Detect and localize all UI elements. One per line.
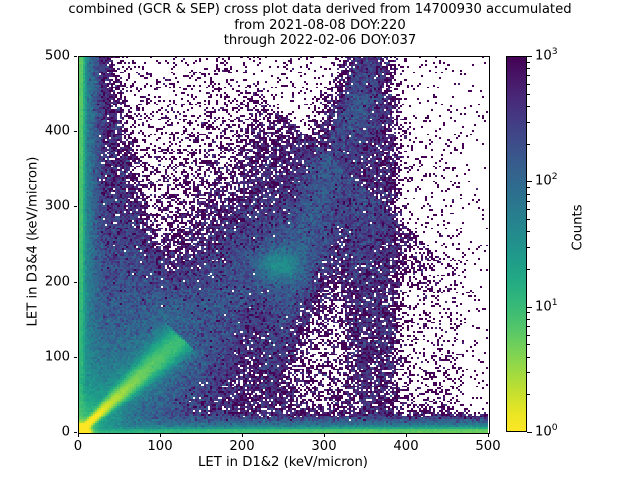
x-tick-mark-1 [160,433,161,437]
colorbar-major-tick-3 [527,432,532,433]
y-tick-mark-2 [73,282,77,283]
colorbar-minor-tick [527,372,530,374]
colorbar-minor-tick [527,209,530,211]
colorbar-minor-tick [527,200,530,202]
colorbar-label: Counts [570,204,586,251]
colorbar-major-tick-1 [527,181,532,183]
heatmap-scatter-canvas [79,57,489,433]
y-tick-label-3: 300 [44,198,70,214]
chart-title: combined (GCR & SEP) cross plot data der… [0,2,640,49]
x-tick-mark-4 [406,433,407,437]
colorbar-minor-tick [527,68,530,70]
colorbar-minor-tick [527,394,530,396]
colorbar-tick-label-3: 100 [535,422,558,440]
chart-title-line-1: combined (GCR & SEP) cross plot data der… [68,2,572,17]
colorbar-minor-tick [527,312,530,314]
colorbar-minor-tick [527,326,530,328]
colorbar-minor-tick [527,219,530,221]
colorbar-minor-tick [527,61,530,63]
colorbar-tick-label-0: 103 [535,46,558,64]
colorbar-major-tick-2 [527,306,532,308]
y-tick-label-2: 200 [44,274,70,290]
colorbar-minor-tick [527,193,530,195]
x-axis-label: LET in D1&2 (keV/micron) [198,455,368,470]
colorbar-minor-tick [527,75,530,77]
colorbar-minor-tick [527,83,530,85]
y-tick-mark-1 [73,357,77,358]
colorbar-minor-tick [527,231,530,233]
y-tick-label-0: 0 [61,424,70,440]
colorbar-minor-tick [527,93,530,95]
x-tick-mark-0 [78,433,79,437]
colorbar-minor-tick [527,246,530,248]
y-tick-mark-0 [73,432,77,433]
colorbar-minor-tick [527,187,530,189]
y-axis-label: LET in D3&4 (keV/micron) [25,156,41,327]
chart-title-line-3: through 2022-02-06 DOY:037 [223,33,417,48]
colorbar-minor-tick [527,344,530,346]
x-tick-label-4: 400 [393,439,419,454]
colorbar-tick-label-2: 101 [535,296,558,315]
y-tick-mark-3 [73,206,77,207]
x-tick-mark-3 [324,433,325,437]
colorbar: 103 102 101 100 [506,47,558,440]
plot-axes [78,56,490,434]
x-tick-label-0: 0 [73,439,83,454]
x-tick-label-2: 200 [229,439,255,454]
y-tick-mark-4 [73,131,77,132]
colorbar-minor-tick [527,334,530,336]
colorbar-tick-label-1: 102 [535,171,558,189]
colorbar-minor-tick [527,143,530,145]
y-tick-mark-5 [73,56,77,57]
x-tick-label-1: 100 [147,439,173,454]
x-tick-mark-5 [488,433,489,437]
colorbar-gradient [506,56,527,432]
y-tick-label-5: 500 [44,48,70,64]
colorbar-minor-tick [527,356,530,358]
colorbar-minor-tick [527,121,530,123]
colorbar-minor-tick [527,318,530,320]
colorbar-minor-tick [527,105,530,107]
x-tick-label-3: 300 [311,439,337,454]
x-tick-label-5: 500 [475,439,501,454]
colorbar-minor-tick [527,268,530,270]
x-tick-mark-2 [242,433,243,437]
y-tick-label-1: 100 [44,349,70,365]
chart-title-line-2: from 2021-08-08 DOY:220 [234,17,406,33]
y-tick-label-4: 400 [44,123,70,139]
colorbar-major-tick-0 [527,56,532,57]
